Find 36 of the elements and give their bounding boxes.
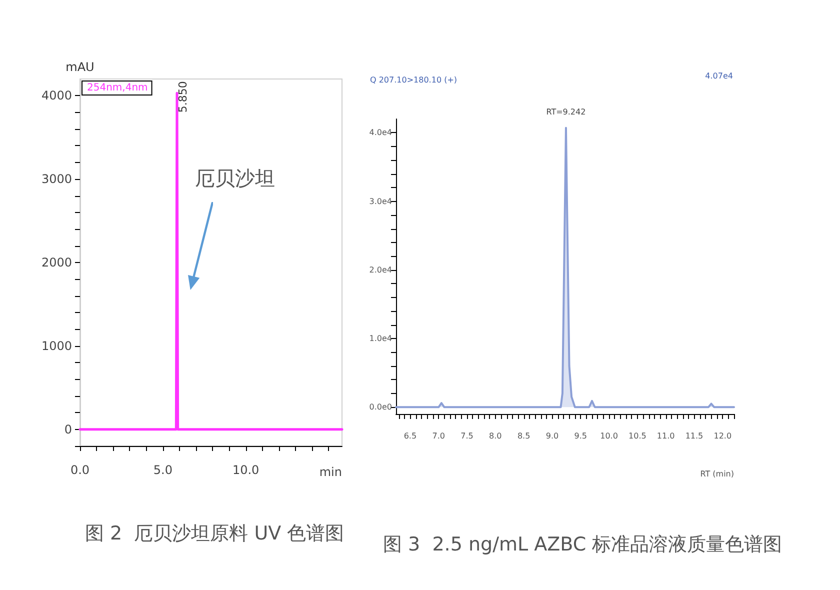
y-tick-label: 3.0e4 [369, 196, 392, 206]
y-tick-label: 2000 [41, 256, 72, 270]
text: 图 2 厄贝沙坦原料 UV 色谱图 [85, 522, 344, 544]
x-tick-label: 9.0 [546, 432, 559, 440]
annotation: 5.850 [176, 81, 190, 113]
x-tick-label: 5.0 [153, 463, 172, 477]
y-tick-label: 0.0e0 [369, 402, 392, 412]
x-tick-label: 10.5 [628, 432, 646, 440]
text: 254nm,4nm [87, 82, 148, 94]
x-tick-label: 6.5 [404, 432, 417, 440]
annotation: RT=9.242 [546, 107, 586, 116]
x-tick-label: 7.5 [460, 432, 474, 440]
x-tick-label: 8.5 [517, 432, 530, 440]
x-axis-title: RT (min) [700, 470, 734, 478]
x-tick-label: 12.0 [714, 432, 732, 440]
chart-subtitle: Q 207.10>180.10 (+) [370, 76, 458, 84]
y-tick-label: 2.0e4 [369, 265, 392, 274]
text: 4.07e4 [705, 72, 733, 80]
x-tick-label: 0.0 [70, 463, 90, 477]
x-tick-label: 9.5 [574, 432, 587, 440]
y-tick-label: 4.0e4 [369, 128, 392, 138]
x-tick-label: 7.0 [432, 432, 445, 440]
x-tick-label: 10.0 [232, 463, 260, 477]
y-tick-label: 1.0e4 [369, 334, 392, 344]
y-tick-label: 0 [64, 422, 72, 436]
y-tick-label: 3000 [41, 172, 72, 186]
x-tick-label: 11.5 [685, 432, 704, 440]
x-tick-label: 10.0 [600, 432, 618, 440]
annotation: 厄贝沙坦 [195, 166, 275, 190]
text: 图 3 2.5 ng/mL AZBC 标准品溶液质量色谱图 [383, 534, 782, 556]
x-tick-label: 11.0 [656, 432, 675, 440]
y-tick-label: 1000 [41, 338, 72, 353]
x-tick-label: 8.0 [489, 432, 502, 440]
y-axis-title: mAU [66, 60, 94, 74]
y-tick-label: 4000 [41, 88, 72, 103]
x-axis-title: min [319, 465, 342, 479]
